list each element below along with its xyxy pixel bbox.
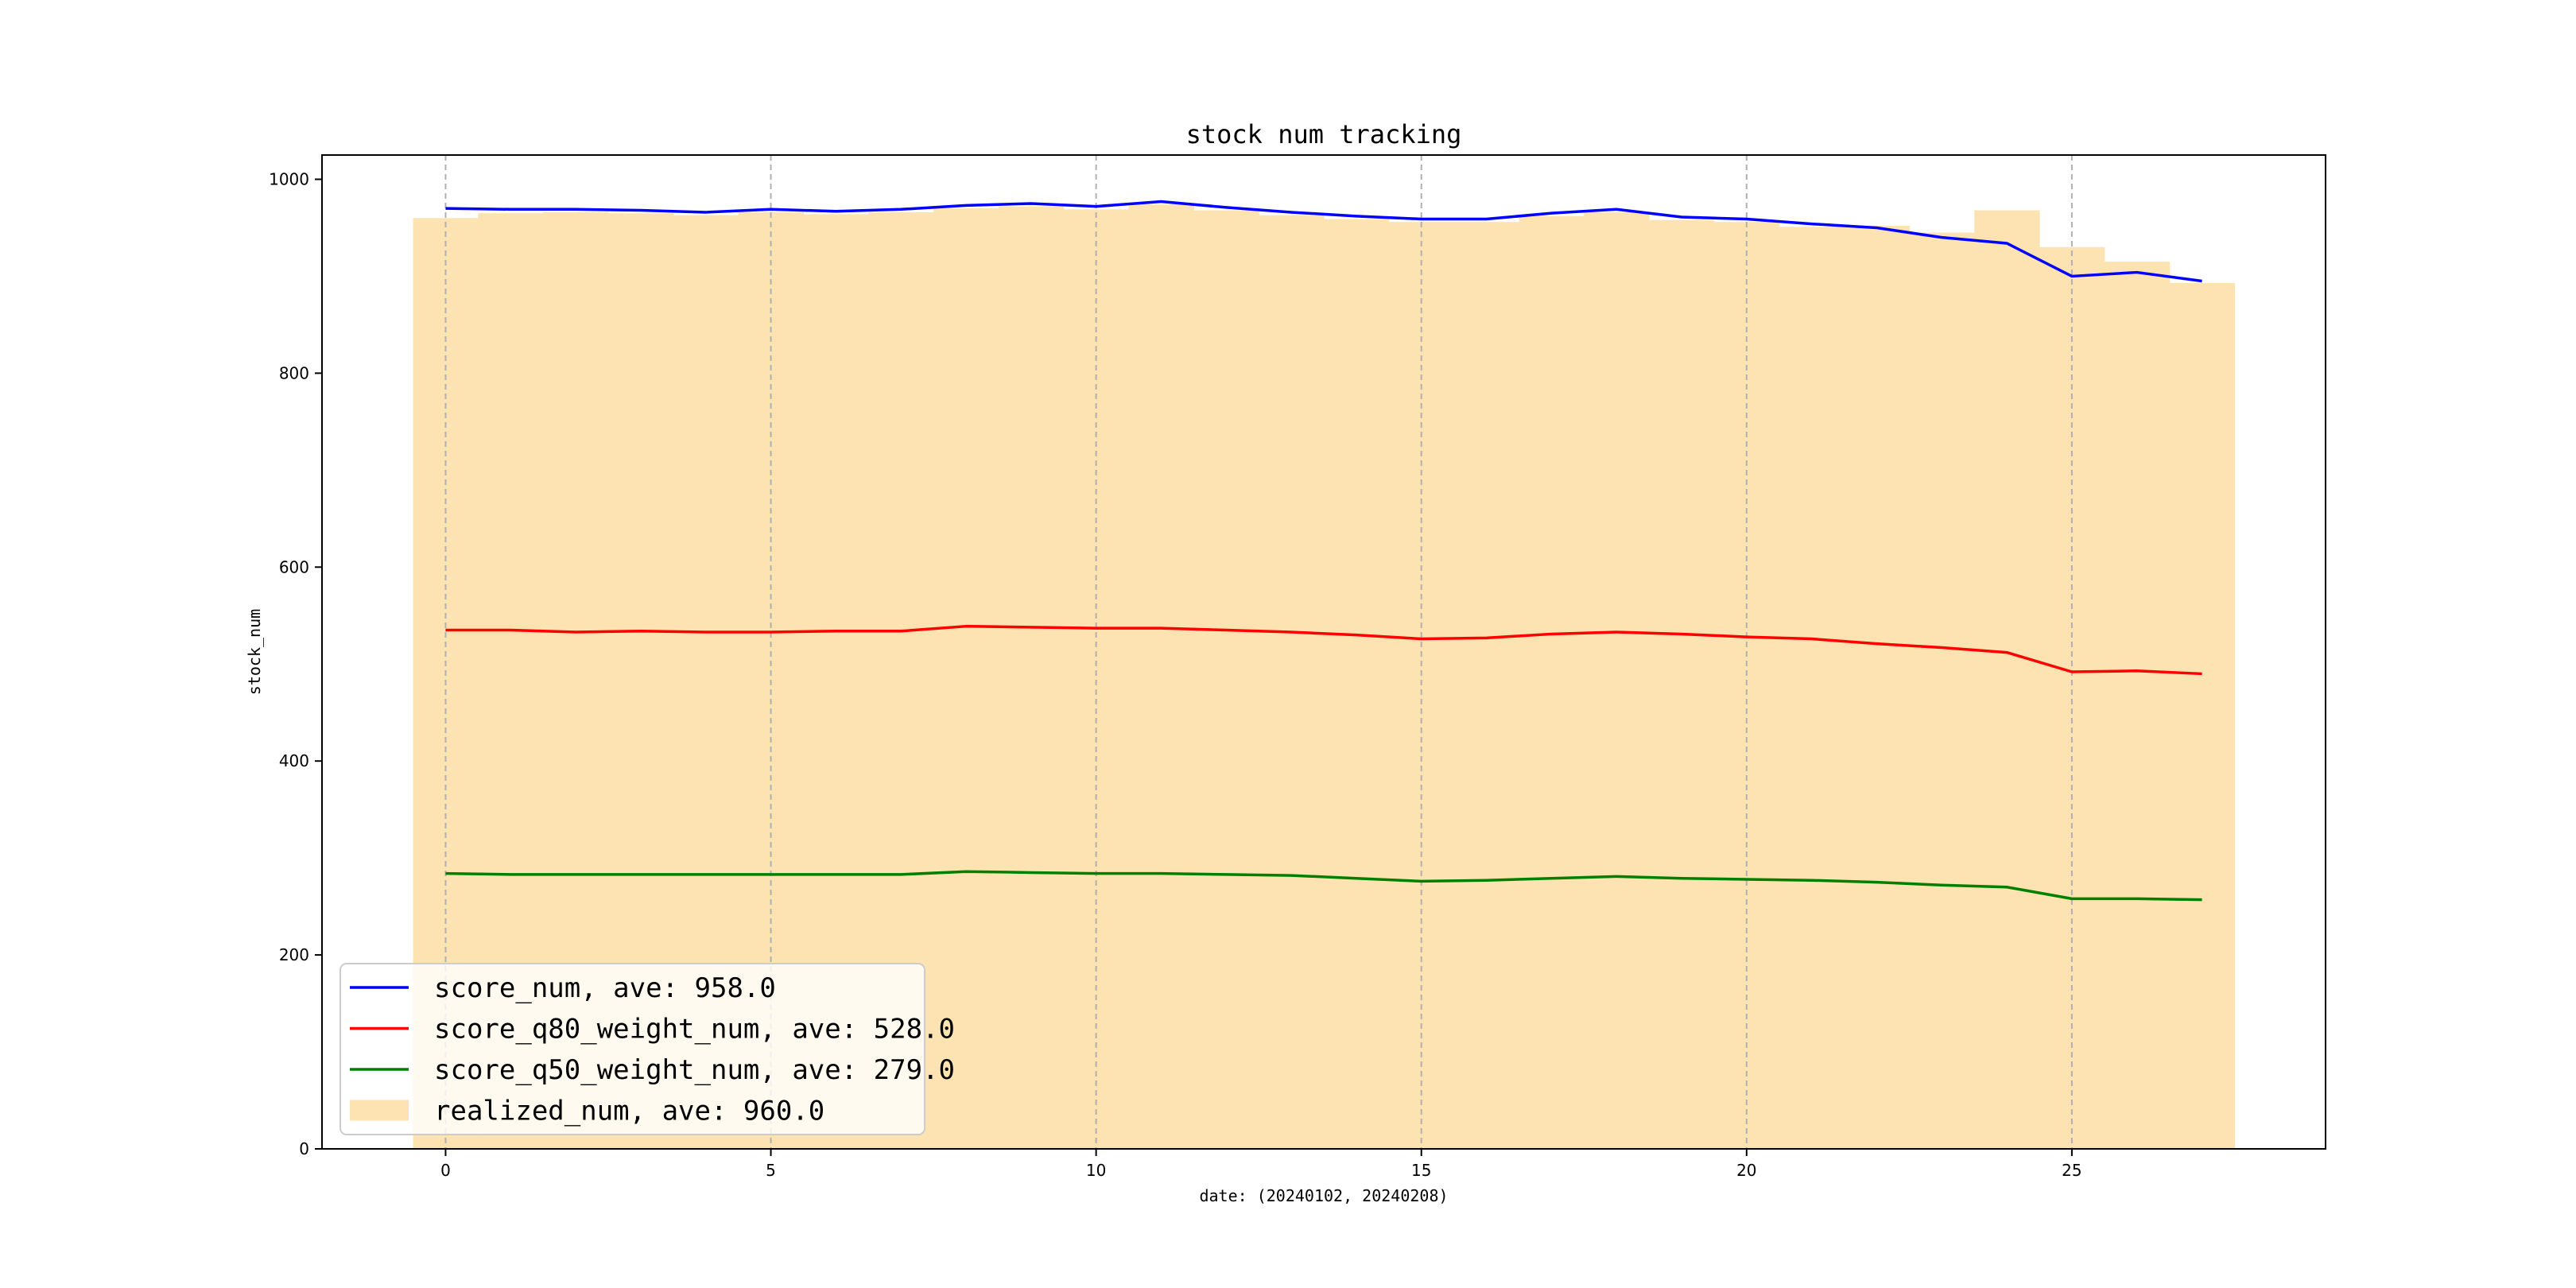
x-tick-label-25: 25 xyxy=(2062,1161,2081,1180)
bar-realized-14 xyxy=(1324,219,1390,1149)
bar-realized-18 xyxy=(1584,211,1650,1150)
line-series-0 xyxy=(445,200,2202,283)
vertical-grid xyxy=(444,155,2073,1149)
bar-realized-13 xyxy=(1259,215,1325,1149)
bar-realized-9 xyxy=(998,206,1065,1149)
x-tick-label-0: 0 xyxy=(440,1161,451,1180)
bar-realized-19 xyxy=(1649,219,1715,1150)
line-series-1 xyxy=(445,624,2202,676)
y-axis-label: stock_num xyxy=(245,609,264,695)
legend-label-3: realized_num, ave: 960.0 xyxy=(434,1096,824,1127)
x-axis-ticks: 0 5 10 15 20 25 xyxy=(440,1149,2082,1180)
bar-realized-12 xyxy=(1193,210,1259,1149)
bar-realized-11 xyxy=(1128,204,1194,1150)
x-tick-label-10: 10 xyxy=(1086,1161,1106,1180)
y-tick-label-0: 0 xyxy=(299,1139,309,1158)
bar-realized-24 xyxy=(1974,210,2040,1149)
legend-label-1: score_q80_weight_num, ave: 528.0 xyxy=(434,1014,955,1046)
bar-realized-16 xyxy=(1453,222,1520,1149)
line-series-2 xyxy=(445,870,2202,902)
legend: score_num, ave: 958.0 score_q80_weight_nu… xyxy=(339,963,955,1135)
bar-realized-22 xyxy=(1844,226,1910,1149)
y-tick-label-800: 800 xyxy=(279,363,309,382)
bar-realized-17 xyxy=(1519,215,1585,1150)
x-tick-label-15: 15 xyxy=(1411,1161,1431,1180)
legend-label-0: score_num, ave: 958.0 xyxy=(434,972,776,1004)
legend-box xyxy=(339,963,925,1135)
y-tick-label-400: 400 xyxy=(279,751,309,770)
legend-swatch-3 xyxy=(350,1100,409,1121)
y-tick-label-1000: 1000 xyxy=(269,169,309,188)
bar-realized-25 xyxy=(2039,246,2105,1150)
y-axis-ticks: 0 200 400 600 800 1000 xyxy=(269,169,322,1158)
bar-realized-15 xyxy=(1388,222,1455,1149)
y-tick-label-200: 200 xyxy=(279,945,309,964)
bar-realized-27 xyxy=(2169,282,2236,1150)
legend-label-2: score_q50_weight_num, ave: 279.0 xyxy=(434,1054,955,1086)
y-tick-label-600: 600 xyxy=(279,557,309,576)
x-tick-label-5: 5 xyxy=(766,1161,776,1180)
bar-realized-8 xyxy=(933,208,999,1149)
bar-realized-23 xyxy=(1909,232,1975,1149)
plot-frame xyxy=(321,154,2326,1150)
bar-realized-21 xyxy=(1779,227,1845,1149)
line-series-group xyxy=(445,200,2202,902)
x-axis-label: date: (20240102, 20240208) xyxy=(1199,1186,1448,1205)
chart-title: stock num tracking xyxy=(1186,119,1462,149)
bar-realized-26 xyxy=(2104,262,2171,1149)
bar-realized-20 xyxy=(1713,222,1780,1149)
x-tick-label-20: 20 xyxy=(1736,1161,1756,1180)
